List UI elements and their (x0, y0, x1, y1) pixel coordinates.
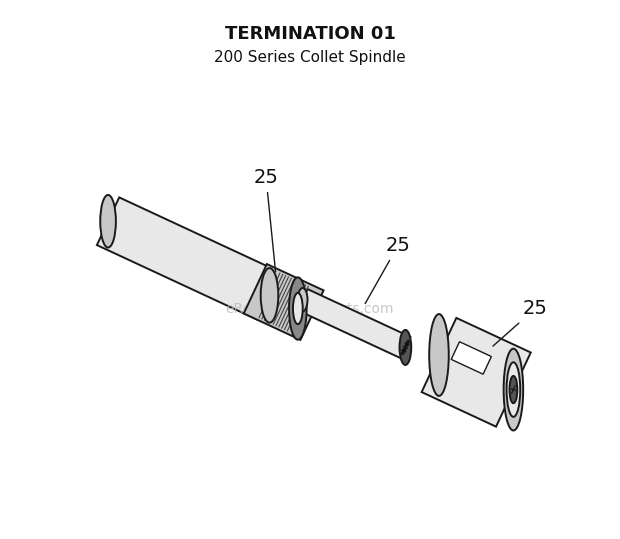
Ellipse shape (293, 293, 303, 324)
Polygon shape (298, 289, 410, 358)
Ellipse shape (289, 278, 307, 340)
Polygon shape (244, 264, 324, 340)
Polygon shape (422, 318, 531, 427)
Text: 25: 25 (365, 236, 410, 303)
Ellipse shape (429, 314, 449, 396)
Ellipse shape (503, 349, 523, 431)
Ellipse shape (260, 268, 278, 323)
Text: TERMINATION 01: TERMINATION 01 (224, 25, 396, 43)
Polygon shape (451, 342, 492, 374)
Text: eReplacementParts.com: eReplacementParts.com (226, 302, 394, 316)
Ellipse shape (507, 362, 520, 417)
Ellipse shape (100, 195, 116, 247)
Polygon shape (97, 197, 279, 319)
Text: 200 Series Collet Spindle: 200 Series Collet Spindle (214, 50, 406, 65)
Ellipse shape (260, 269, 275, 322)
Ellipse shape (298, 288, 308, 312)
Text: 25: 25 (254, 168, 278, 272)
Ellipse shape (510, 376, 517, 403)
Ellipse shape (399, 330, 411, 365)
Text: 25: 25 (493, 300, 547, 346)
